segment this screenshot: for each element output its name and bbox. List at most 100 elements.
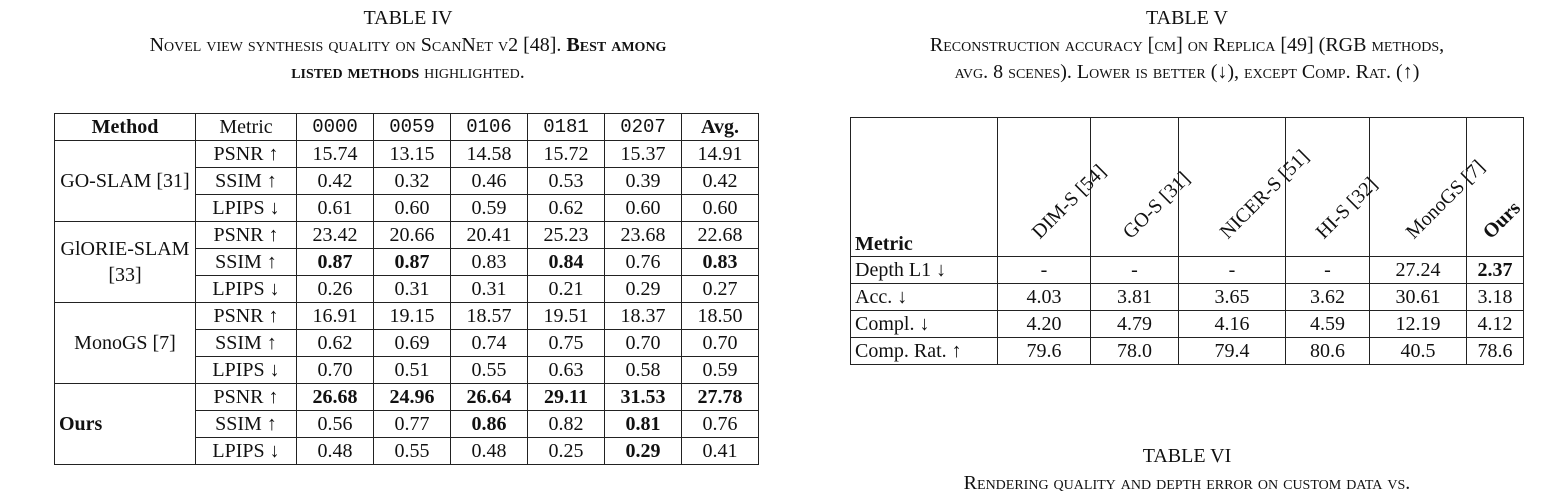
value-cell: 0.32	[373, 167, 451, 195]
value-cell: 78.0	[1090, 337, 1179, 365]
value-cell: 15.37	[604, 140, 682, 168]
method-cell: GO-SLAM [31]	[54, 140, 196, 222]
value-cell: 0.42	[296, 167, 374, 195]
table-row: Ours PSNR ↑ 26.68 24.96 26.64 29.11 31.5…	[54, 383, 759, 465]
value-cell: 3.81	[1090, 283, 1179, 311]
value-cell-best: 29.11	[527, 383, 605, 411]
value-cell: 3.18	[1466, 283, 1524, 311]
value-cell: -	[1090, 256, 1179, 284]
table-row: GO-SLAM [31] PSNR ↑ 15.74 13.15 14.58 15…	[54, 140, 759, 222]
value-cell: 0.31	[373, 275, 451, 303]
value-cell: 0.21	[527, 275, 605, 303]
value-cell-best: 0.87	[296, 248, 374, 276]
value-cell-best: 0.87	[373, 248, 451, 276]
metric-cell: Compl. ↓	[850, 310, 998, 338]
value-cell: 0.25	[527, 437, 605, 465]
value-cell: 0.51	[373, 356, 451, 384]
value-cell: 0.82	[527, 410, 605, 438]
value-cell: 18.37	[604, 302, 682, 330]
table6-caption-line1: Rendering quality and depth error on cus…	[963, 472, 1411, 494]
value-cell: 3.62	[1285, 283, 1370, 311]
value-cell: 0.74	[450, 329, 528, 357]
value-cell: 0.75	[527, 329, 605, 357]
value-cell: 0.60	[373, 194, 451, 222]
value-cell: 18.57	[450, 302, 528, 330]
table5-label: TABLE V	[1146, 7, 1228, 29]
metric-cell: Depth L1 ↓	[850, 256, 998, 284]
table4-caption: TABLE IV Novel view synthesis quality on…	[18, 5, 798, 86]
value-cell: 14.91	[681, 140, 759, 168]
value-cell-best: 26.64	[450, 383, 528, 411]
value-cell: 23.68	[604, 221, 682, 249]
header-scene: 0181	[527, 113, 605, 141]
metric-cell: LPIPS ↓	[195, 194, 297, 222]
value-cell: -	[997, 256, 1091, 284]
table-header-row: Metric DIM-S [54] GO-S [31] NICER-S [51]…	[850, 117, 1525, 257]
table-row: Acc. ↓ 4.03 3.81 3.65 3.62 30.61 3.18	[850, 283, 1524, 311]
value-cell: 0.53	[527, 167, 605, 195]
value-cell: 0.31	[450, 275, 528, 303]
header-method: Ours	[1466, 117, 1525, 257]
value-cell: -	[1178, 256, 1286, 284]
value-cell-best: 0.86	[450, 410, 528, 438]
table-row: SSIM ↑ 0.56 0.77 0.86 0.82 0.81 0.76	[55, 410, 759, 438]
value-cell: 0.70	[681, 329, 759, 357]
value-cell: 0.83	[450, 248, 528, 276]
value-cell: 0.62	[296, 329, 374, 357]
value-cell: 0.70	[604, 329, 682, 357]
metric-cell: SSIM ↑	[195, 329, 297, 357]
table-header-row: Method Metric 0000 0059 0106 0181 0207 A…	[54, 113, 759, 141]
value-cell: 4.12	[1466, 310, 1524, 338]
table6-caption: TABLE VI Rendering quality and depth err…	[820, 443, 1554, 497]
table-row: SSIM ↑ 0.87 0.87 0.83 0.84 0.76 0.83	[55, 248, 759, 276]
value-cell: 20.66	[373, 221, 451, 249]
value-cell: 14.58	[450, 140, 528, 168]
value-cell: 27.24	[1369, 256, 1467, 284]
table-row: Compl. ↓ 4.20 4.79 4.16 4.59 12.19 4.12	[850, 310, 1524, 338]
value-cell: 4.59	[1285, 310, 1370, 338]
method-cell: Ours	[54, 383, 196, 465]
value-cell-best: 24.96	[373, 383, 451, 411]
value-cell: 25.23	[527, 221, 605, 249]
value-cell: 0.59	[450, 194, 528, 222]
value-cell: 0.76	[681, 410, 759, 438]
table-row: LPIPS ↓ 0.48 0.55 0.48 0.25 0.29 0.41	[55, 437, 759, 465]
value-cell: 0.59	[681, 356, 759, 384]
metric-cell: SSIM ↑	[195, 410, 297, 438]
metric-cell: PSNR ↑	[195, 221, 297, 249]
value-cell: 4.16	[1178, 310, 1286, 338]
metric-cell: PSNR ↑	[195, 383, 297, 411]
table5: Metric DIM-S [54] GO-S [31] NICER-S [51]…	[850, 117, 1525, 365]
value-cell: 0.48	[450, 437, 528, 465]
metric-cell: PSNR ↑	[195, 302, 297, 330]
value-cell: 0.48	[296, 437, 374, 465]
value-cell: 23.42	[296, 221, 374, 249]
table-row: SSIM ↑ 0.42 0.32 0.46 0.53 0.39 0.42	[55, 167, 759, 195]
method-cell: GlORIE-SLAM [33]	[54, 221, 196, 303]
value-cell: 0.42	[681, 167, 759, 195]
value-cell: 0.46	[450, 167, 528, 195]
value-cell: 20.41	[450, 221, 528, 249]
header-avg: Avg.	[681, 113, 759, 141]
value-cell: 15.74	[296, 140, 374, 168]
value-cell-best: 26.68	[296, 383, 374, 411]
value-cell: 12.19	[1369, 310, 1467, 338]
value-cell: 0.77	[373, 410, 451, 438]
table5-caption: TABLE V Reconstruction accuracy [cm] on …	[820, 5, 1554, 86]
table5-caption-line1: Reconstruction accuracy [cm] on Replica …	[929, 34, 1445, 56]
value-cell: 4.20	[997, 310, 1091, 338]
table5-caption-line2: avg. 8 scenes). Lower is better (↓), exc…	[954, 61, 1420, 83]
value-cell: 0.62	[527, 194, 605, 222]
value-cell: 13.15	[373, 140, 451, 168]
value-cell-best: 0.84	[527, 248, 605, 276]
method-cell: MonoGS [7]	[54, 302, 196, 384]
value-cell: 0.61	[296, 194, 374, 222]
header-metric: Metric	[195, 113, 297, 141]
header-method: MonoGS [7]	[1369, 117, 1489, 257]
header-scene: 0000	[296, 113, 374, 141]
header-method: GO-S [31]	[1090, 117, 1194, 257]
value-cell: 0.60	[604, 194, 682, 222]
table-row: Depth L1 ↓ - - - - 27.24 2.37	[850, 256, 1524, 284]
value-cell: 4.03	[997, 283, 1091, 311]
value-cell: 0.55	[373, 437, 451, 465]
